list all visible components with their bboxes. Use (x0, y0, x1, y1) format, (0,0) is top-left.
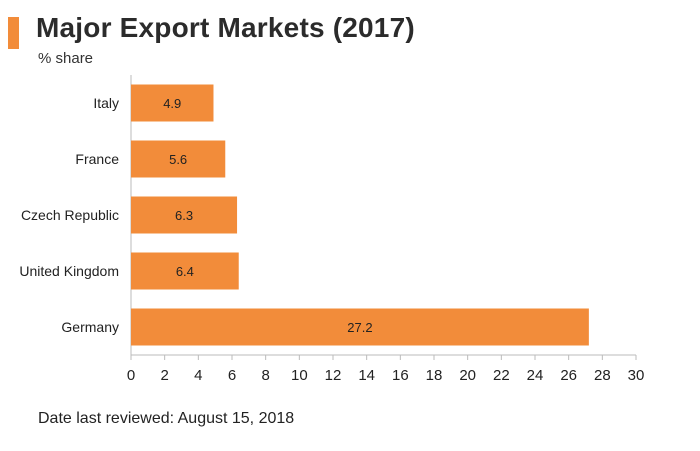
x-tick-label: 6 (228, 367, 236, 384)
x-tick-label: 28 (594, 367, 611, 384)
data-label: 27.2 (347, 320, 372, 335)
x-tick-label: 30 (628, 367, 645, 384)
data-label: 4.9 (163, 96, 181, 111)
x-tick-label: 18 (426, 367, 443, 384)
x-tick-label: 16 (392, 367, 409, 384)
x-tick-label: 12 (325, 367, 342, 384)
x-tick-label: 26 (560, 367, 577, 384)
bar-czech-republic (131, 196, 238, 234)
bar-germany (131, 308, 589, 346)
x-tick-label: 24 (527, 367, 544, 384)
title-accent-bar (8, 17, 19, 49)
chart-subtitle: % share (38, 50, 94, 67)
bar-italy (131, 84, 214, 122)
data-label: 6.4 (176, 264, 194, 279)
category-label: Czech Republic (21, 207, 119, 223)
x-tick-label: 0 (127, 367, 135, 384)
x-tick-label: 20 (459, 367, 476, 384)
x-tick-label: 14 (358, 367, 375, 384)
x-tick-label: 4 (194, 367, 202, 384)
date-reviewed-note: Date last reviewed: August 15, 2018 (38, 410, 295, 427)
data-label: 6.3 (175, 208, 193, 223)
data-label: 5.6 (169, 152, 187, 167)
x-tick-label: 10 (291, 367, 308, 384)
bar-united-kingdom (131, 252, 239, 290)
x-tick-label: 2 (160, 367, 168, 384)
bar-france (131, 140, 226, 178)
category-label: Italy (93, 95, 119, 111)
x-tick-label: 8 (261, 367, 269, 384)
category-label: Germany (61, 319, 119, 335)
chart-title: Major Export Markets (2017) (36, 12, 415, 43)
x-tick-label: 22 (493, 367, 510, 384)
category-label: France (75, 151, 119, 167)
category-label: United Kingdom (19, 263, 119, 279)
